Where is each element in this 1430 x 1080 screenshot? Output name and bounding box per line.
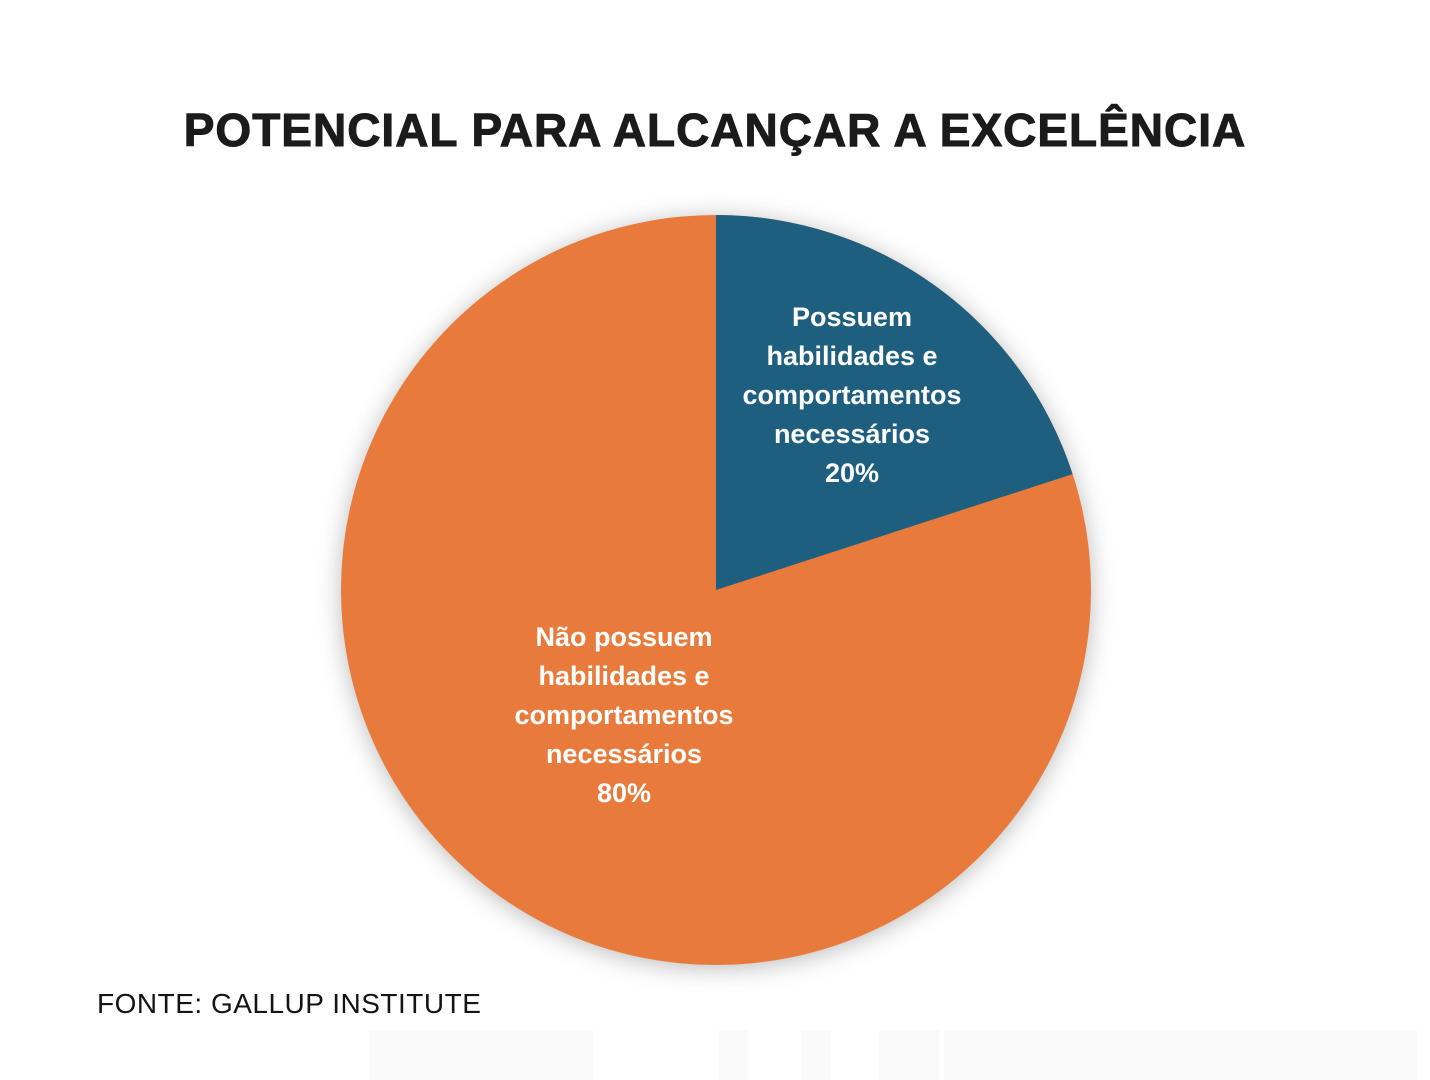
bottom-strip-segment [369,1030,594,1080]
pie-label-possuem: Possuem habilidades e comportamentos nec… [742,302,962,488]
page-title: POTENCIAL PARA ALCANÇAR A EXCELÊNCIA [183,104,1247,157]
bottom-strip-segment [879,1030,939,1080]
bottom-strip-segment [944,1030,1418,1080]
pie-label-nao-possuem: Não possuem habilidades e comportamentos… [514,622,734,808]
bottom-strip-segment [801,1030,831,1080]
pie-slice-possuem [716,215,1073,590]
source-note: FONTE: GALLUP INSTITUTE [97,988,482,1019]
bottom-strip-segment [718,1030,748,1080]
